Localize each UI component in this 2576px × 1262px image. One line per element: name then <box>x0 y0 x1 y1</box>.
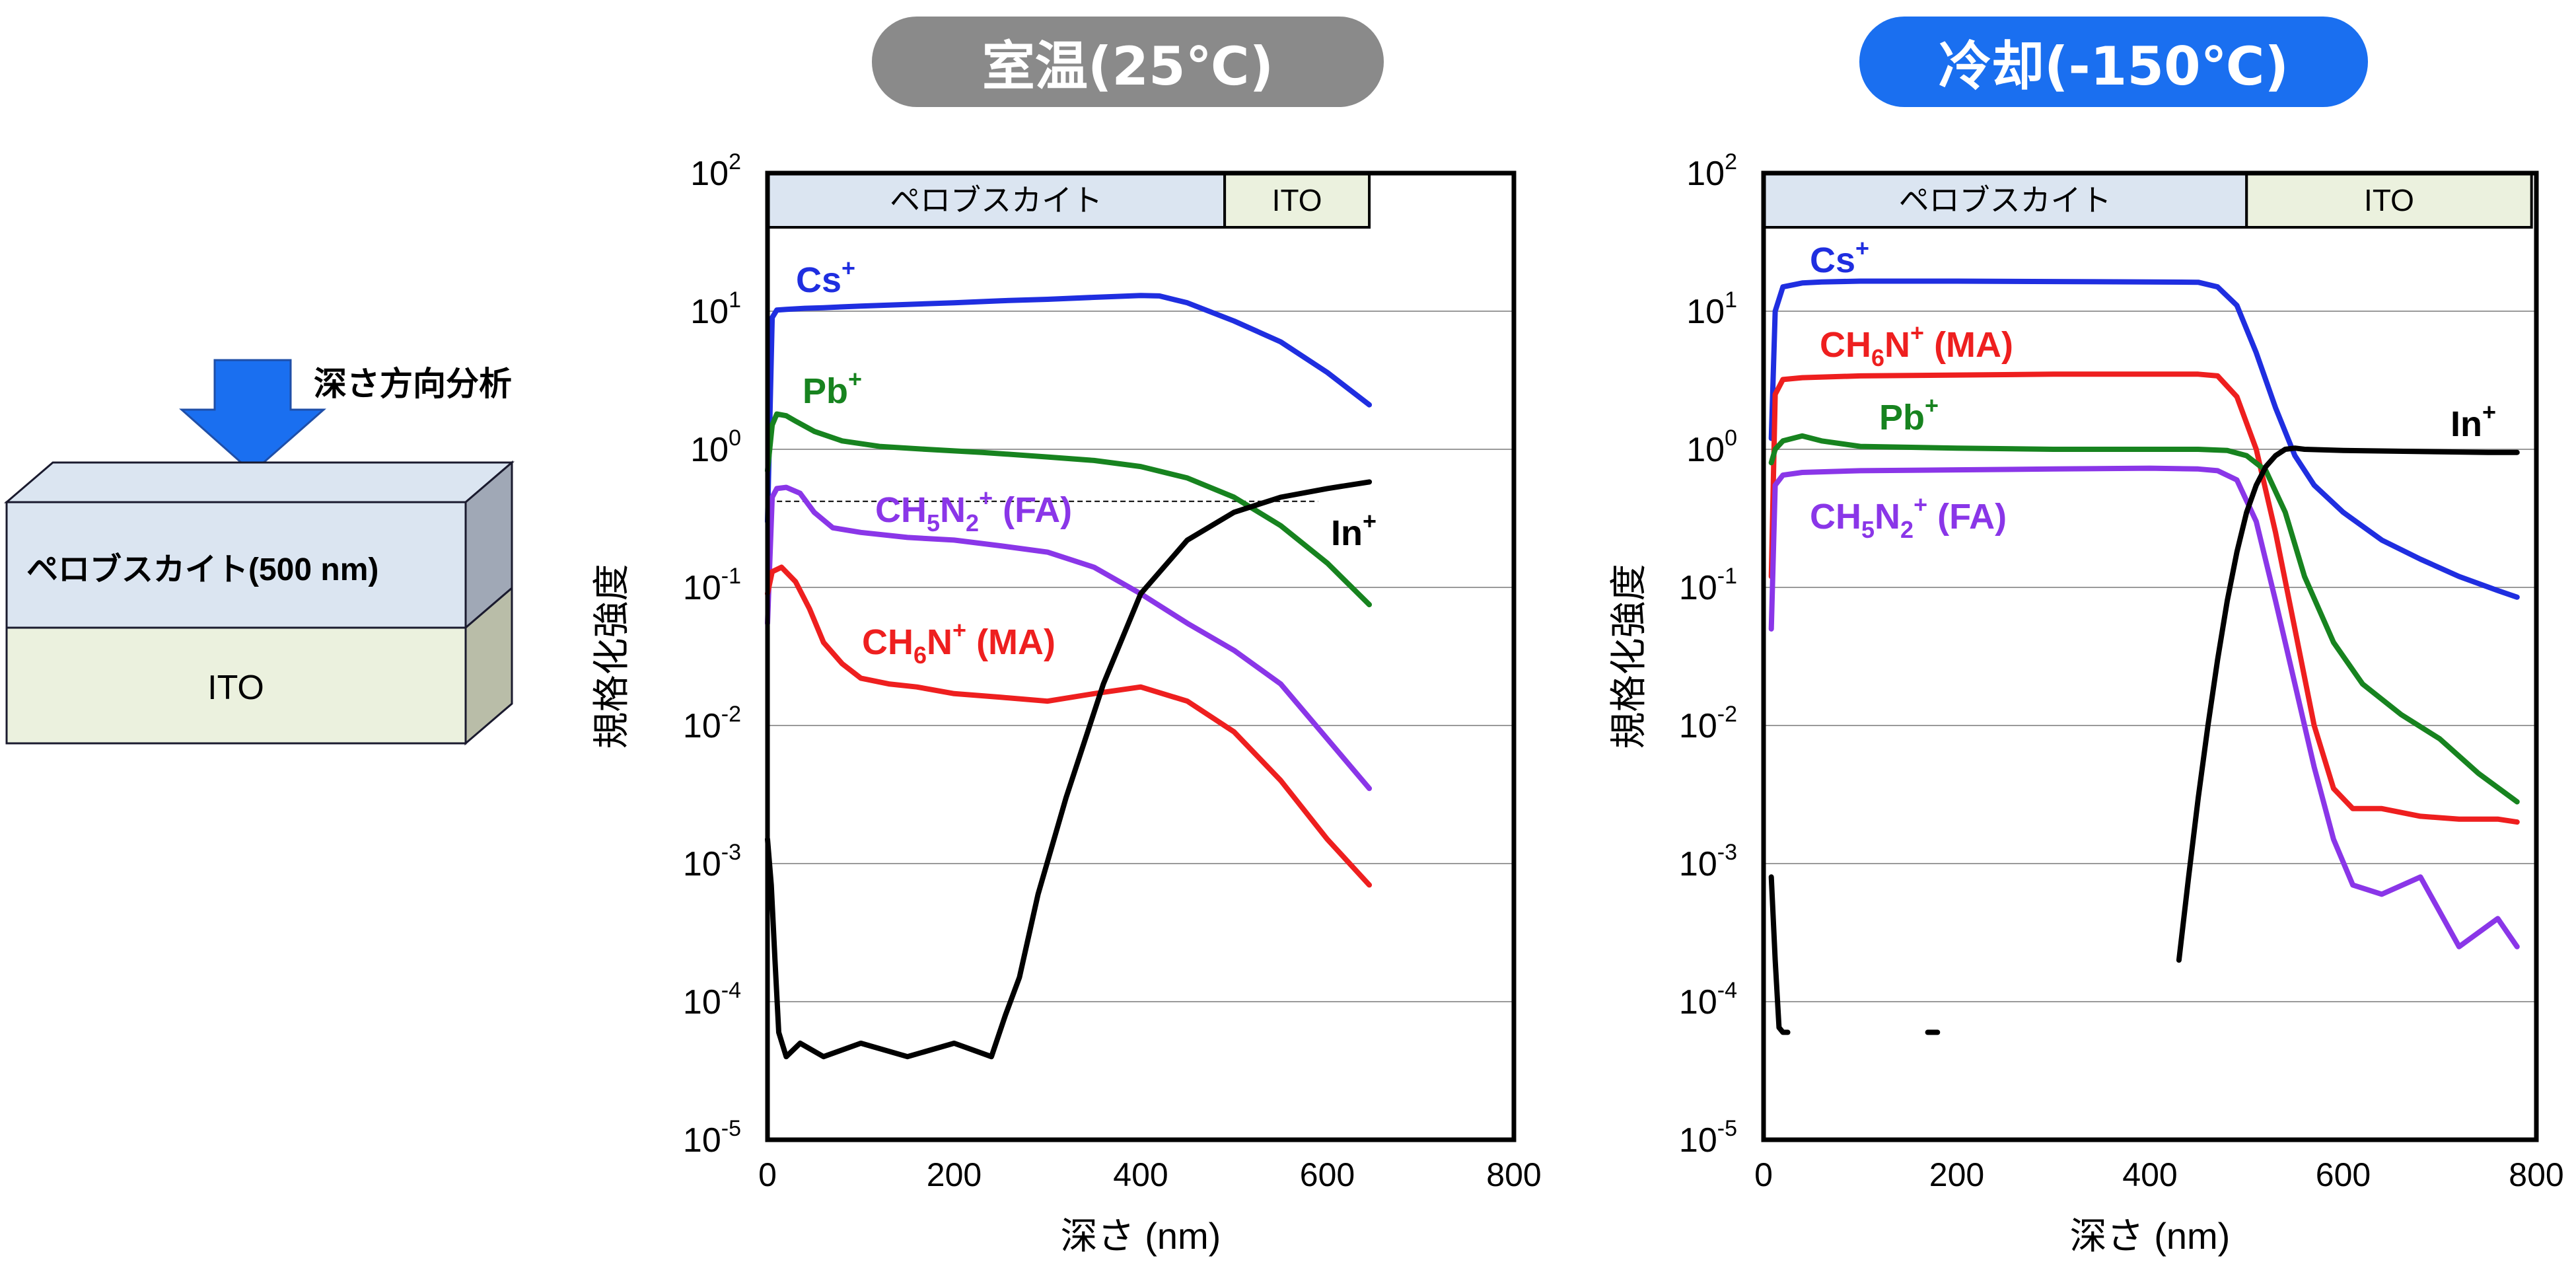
region-label: ITO <box>1272 183 1322 217</box>
chart-title-cooled: 冷却(-150℃) <box>1859 17 2368 107</box>
series-label: Cs+ <box>1810 235 1869 280</box>
y-tick-label: 10-4 <box>1679 978 1737 1021</box>
y-tick-label: 100 <box>1686 426 1737 469</box>
x-tick-label: 200 <box>927 1156 982 1193</box>
ito-layer <box>5 626 467 745</box>
y-tick-label: 10-4 <box>683 978 741 1021</box>
x-tick-label: 0 <box>758 1156 777 1193</box>
series-label: CH6N+ (MA) <box>862 616 1055 669</box>
depth-arrow-icon <box>179 359 326 474</box>
series-line <box>1768 433 2520 805</box>
series-label: CH5N2+ (FA) <box>875 484 1072 537</box>
y-tick-label: 102 <box>1686 149 1737 193</box>
series-line <box>765 564 1373 888</box>
y-axis-label: 規格化強度 <box>590 564 632 749</box>
plot-frame <box>765 170 1517 1142</box>
region-ito <box>1223 172 1371 229</box>
series-line <box>765 293 1373 525</box>
region-ito <box>2245 172 2533 229</box>
y-tick-label: 10-5 <box>683 1116 741 1160</box>
region-label: ペロブスカイト <box>1899 183 2112 217</box>
series-label: Pb+ <box>1879 392 1939 437</box>
x-axis-label: 深さ (nm) <box>2070 1215 2231 1257</box>
depth-analysis-label: 深さ方向分析 <box>314 365 512 402</box>
x-tick-label: 0 <box>1754 1156 1773 1193</box>
y-tick-label: 10-3 <box>683 840 741 883</box>
region-perovskite <box>766 172 1227 229</box>
y-tick-label: 10-1 <box>683 564 741 607</box>
x-tick-label: 400 <box>1113 1156 1168 1193</box>
series-line <box>1768 465 2520 949</box>
series-line <box>1768 278 2520 600</box>
chart-cooled: ペロブスカイト ITO 102 101 100 10-1 10-2 10-3 10-4 10-5 0… <box>1608 149 2564 1257</box>
ito-layer-label: ITO <box>207 669 264 707</box>
series-line <box>1768 371 2520 825</box>
y-tick-label: 10-2 <box>1679 702 1737 745</box>
x-tick-label: 200 <box>1929 1156 1984 1193</box>
series-line <box>1768 874 1791 1035</box>
y-tick-label: 10-3 <box>1679 840 1737 883</box>
chart-title-room-temp: 室温(25℃) <box>872 17 1384 107</box>
x-tick-label: 400 <box>2122 1156 2177 1193</box>
series-line <box>765 479 1373 1060</box>
series-label: Pb+ <box>803 365 862 411</box>
y-tick-label: 101 <box>1686 287 1737 331</box>
perovskite-layer-top-face <box>3 461 515 503</box>
region-label: ペロブスカイト <box>890 183 1102 217</box>
series-line <box>765 484 1373 792</box>
region-label: ITO <box>2364 183 2414 217</box>
y-axis-label: 規格化強度 <box>1608 564 1649 749</box>
perovskite-layer-label: ペロブスカイト(500 nm) <box>26 552 378 587</box>
x-tick-label: 600 <box>1300 1156 1355 1193</box>
region-perovskite <box>1762 172 2248 229</box>
y-tick-label: 100 <box>690 426 741 469</box>
plot-frame <box>1761 170 2539 1142</box>
x-tick-label: 800 <box>1486 1156 1541 1193</box>
chart-room-temperature: ペロブスカイト ITO 102 101 100 10-1 10-2 10-3 10-4 10-5 0… <box>590 149 1542 1257</box>
series-label: CH5N2+ (FA) <box>1810 491 2007 543</box>
perovskite-layer <box>5 501 467 629</box>
y-tick-label: 10-1 <box>1679 564 1737 607</box>
series-line <box>2176 445 2520 963</box>
series-label: In+ <box>2451 398 2496 444</box>
series-label: Cs+ <box>796 254 855 300</box>
series-label: In+ <box>1331 507 1377 553</box>
layer-schematic: 深さ方向分析 ペロブスカイト(500 nm) ITO <box>3 359 515 746</box>
series-line <box>765 411 1373 608</box>
y-tick-label: 102 <box>690 149 741 193</box>
x-tick-label: 800 <box>2509 1156 2563 1193</box>
x-tick-label: 600 <box>2316 1156 2371 1193</box>
ito-layer-side <box>464 585 513 746</box>
series-label: CH6N+ (MA) <box>1820 319 2013 371</box>
y-tick-label: 10-5 <box>1679 1116 1737 1160</box>
x-axis-label: 深さ (nm) <box>1061 1215 1221 1257</box>
y-tick-label: 101 <box>690 287 741 331</box>
y-tick-label: 10-2 <box>683 702 741 745</box>
